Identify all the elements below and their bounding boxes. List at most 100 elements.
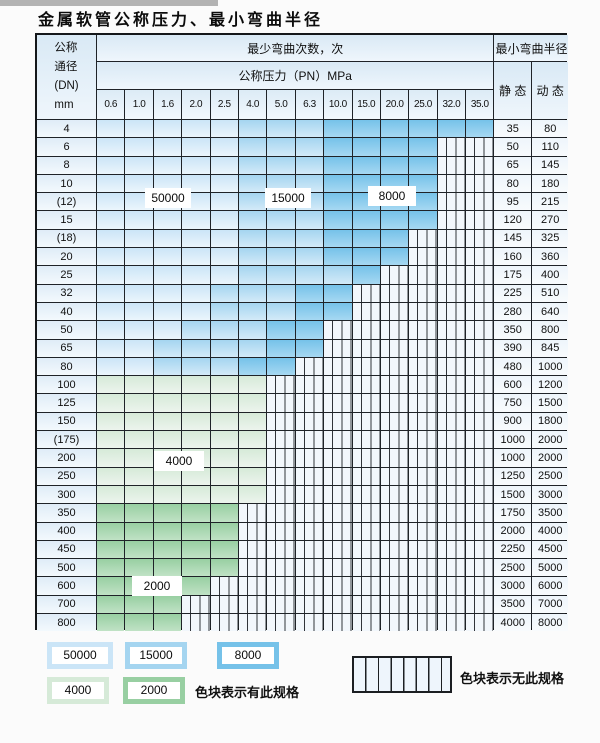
spec-cell (210, 449, 238, 467)
dn-cell: 400 (37, 522, 96, 540)
spec-cell (295, 339, 324, 357)
spec-cell (466, 357, 494, 376)
spec-cell (380, 339, 409, 357)
spec-cell (409, 229, 437, 248)
pressure-value-cell: 2.5 (210, 90, 238, 119)
spec-cell (295, 394, 324, 412)
spec-cell (182, 394, 210, 412)
spec-cell (97, 614, 125, 632)
spec-cell (409, 284, 437, 302)
dynamic-value-cell: 3500 (531, 504, 569, 522)
spec-cell (324, 266, 352, 284)
spec-cell (466, 412, 494, 431)
spec-cell (437, 211, 466, 229)
spec-cell (437, 449, 466, 467)
spec-cell (295, 229, 324, 248)
spec-cell (210, 138, 238, 156)
legend-no-spec-sample (352, 656, 452, 693)
spec-cell (182, 174, 210, 193)
spec-cell (352, 248, 380, 266)
dynamic-value-cell: 1200 (531, 376, 569, 394)
spec-cell (295, 376, 324, 394)
spec-cell (466, 577, 494, 595)
spec-cell (125, 302, 153, 321)
spec-cell (267, 266, 295, 284)
spec-cell (125, 595, 153, 614)
spec-cell (267, 485, 295, 504)
spec-cell (437, 467, 466, 485)
spec-cell (125, 211, 153, 229)
dynamic-value-cell: 845 (531, 339, 569, 357)
spec-cell (97, 321, 125, 339)
spec-cell (437, 229, 466, 248)
spec-cell (238, 522, 267, 540)
pressure-value-cell: 6.3 (295, 90, 324, 119)
spec-cell (324, 412, 352, 431)
spec-cell (267, 504, 295, 522)
spec-cell (238, 449, 267, 467)
spec-cell (324, 174, 352, 193)
spec-cell (153, 412, 182, 431)
spec-cell (409, 577, 437, 595)
spec-cell (267, 394, 295, 412)
spec-cell (380, 412, 409, 431)
spec-cell (97, 211, 125, 229)
spec-cell (182, 412, 210, 431)
spec-cell (437, 193, 466, 211)
spec-cell (125, 284, 153, 302)
spec-cell (295, 156, 324, 174)
spec-cell (295, 266, 324, 284)
static-value-cell: 4000 (494, 614, 531, 632)
static-value-cell: 50 (494, 138, 531, 156)
spec-cell (380, 540, 409, 559)
spec-cell (238, 211, 267, 229)
spec-cell (182, 156, 210, 174)
static-value-cell: 80 (494, 174, 531, 193)
spec-cell (380, 614, 409, 632)
spec-cell (125, 394, 153, 412)
spec-cell (409, 357, 437, 376)
spec-cell (437, 540, 466, 559)
spec-cell (238, 229, 267, 248)
spec-cell (125, 559, 153, 577)
spec-cell (210, 540, 238, 559)
spec-cell (267, 595, 295, 614)
spec-cell (182, 248, 210, 266)
spec-cell (182, 595, 210, 614)
legend-box-15000-label: 15000 (130, 647, 182, 664)
spec-cell (125, 376, 153, 394)
spec-cell (466, 614, 494, 632)
spec-cell (437, 504, 466, 522)
spec-cell (238, 248, 267, 266)
spec-cell (295, 504, 324, 522)
spec-cell (466, 321, 494, 339)
spec-cell (409, 522, 437, 540)
spec-cell (437, 412, 466, 431)
spec-cell (466, 595, 494, 614)
spec-cell (97, 248, 125, 266)
spec-cell (267, 174, 295, 193)
static-value-cell: 1500 (494, 485, 531, 504)
static-value-cell: 1000 (494, 431, 531, 449)
spec-cell (437, 522, 466, 540)
dynamic-value-cell: 7000 (531, 595, 569, 614)
spec-cell (324, 394, 352, 412)
spec-cell (466, 284, 494, 302)
dn-cell: (175) (37, 431, 96, 449)
spec-cell (238, 412, 267, 431)
dn-cell: 500 (37, 559, 96, 577)
spec-table-grid: 公称 通径 (DN) mm 最少弯曲次数，次 最小弯曲半径 公称压力（PN）MPa 静 … (37, 35, 569, 632)
spec-cell (238, 595, 267, 614)
dynamic-value-cell: 8000 (531, 614, 569, 632)
scan-edge-strip (0, 0, 218, 6)
spec-cell (295, 302, 324, 321)
spec-cell (210, 614, 238, 632)
spec-cell (295, 485, 324, 504)
spec-cell (324, 193, 352, 211)
spec-cell (182, 266, 210, 284)
dynamic-value-cell: 5000 (531, 559, 569, 577)
spec-cell (238, 504, 267, 522)
spec-cell (380, 302, 409, 321)
spec-cell (267, 376, 295, 394)
static-value-cell: 120 (494, 211, 531, 229)
